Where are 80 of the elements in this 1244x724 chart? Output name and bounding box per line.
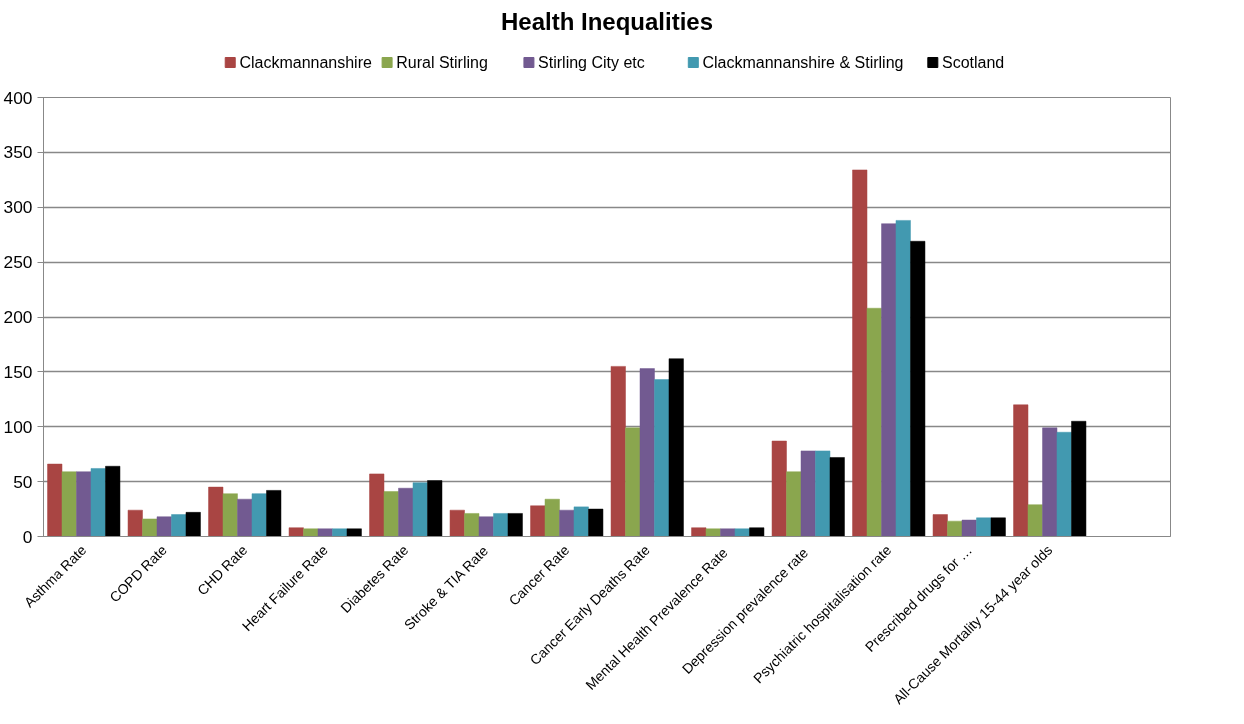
bar	[544, 498, 560, 537]
bar	[910, 241, 926, 537]
bar	[288, 527, 304, 537]
y-tick-label: 100	[3, 416, 33, 437]
y-tick-label: 250	[3, 252, 33, 273]
chart-title: Health Inequalities	[500, 7, 714, 35]
bar	[668, 358, 684, 537]
bar	[47, 463, 63, 537]
bar	[530, 505, 546, 537]
bar	[559, 509, 575, 537]
bar	[588, 508, 604, 537]
y-tick-label: 350	[3, 142, 33, 163]
legend-label: Clackmannanshire & Stirling	[702, 54, 904, 71]
bar	[127, 509, 143, 537]
legend-label: Stirling City etc	[538, 54, 645, 71]
legend-label: Rural Stirling	[396, 54, 488, 71]
y-tick-label: 150	[3, 361, 33, 382]
bar	[142, 518, 158, 537]
bar	[369, 473, 385, 537]
bar	[76, 471, 92, 537]
legend-label: Clackmannanshire	[239, 54, 373, 71]
y-tick-label: 300	[3, 197, 33, 218]
bar	[185, 512, 201, 537]
bar	[222, 493, 238, 537]
bar	[895, 220, 911, 537]
bar	[720, 528, 736, 537]
bar	[815, 450, 831, 537]
bar	[625, 427, 641, 537]
bar	[771, 440, 787, 537]
bar	[90, 468, 106, 537]
bar	[881, 223, 897, 537]
bar	[332, 528, 348, 537]
bar	[829, 457, 845, 537]
bar	[800, 450, 816, 537]
bar	[734, 528, 750, 537]
bar	[947, 520, 963, 537]
bar	[976, 517, 992, 537]
bar	[251, 493, 267, 537]
bar	[1027, 504, 1043, 537]
bar	[171, 514, 187, 537]
bar	[691, 527, 707, 537]
bar	[1056, 431, 1072, 537]
bar	[639, 368, 655, 537]
y-tick-label: 400	[3, 87, 33, 108]
y-tick-label: 50	[13, 471, 33, 492]
bar	[852, 169, 868, 537]
bar	[398, 487, 414, 537]
y-tick-label: 200	[3, 307, 33, 327]
bar	[866, 307, 882, 537]
bar	[303, 528, 319, 537]
bar	[464, 513, 480, 537]
bar	[317, 528, 333, 537]
legend-label: Scotland	[941, 54, 1005, 71]
bar	[427, 480, 443, 537]
y-tick-label: 0	[22, 526, 33, 547]
bar	[266, 490, 282, 537]
bar	[573, 506, 589, 537]
bar	[786, 471, 802, 537]
bar	[610, 366, 626, 537]
bar	[749, 527, 765, 537]
bar	[105, 466, 121, 537]
bar	[1071, 421, 1087, 537]
bar	[990, 517, 1006, 537]
bar	[478, 516, 494, 537]
bar	[507, 513, 523, 537]
bar	[961, 519, 977, 537]
bar	[705, 528, 721, 537]
bar	[156, 516, 172, 537]
bar	[346, 528, 362, 537]
bar	[654, 379, 670, 537]
bar	[208, 486, 224, 537]
bar	[493, 513, 509, 537]
bar	[61, 471, 77, 537]
bar	[1042, 427, 1058, 537]
bar	[449, 509, 465, 537]
bar	[1013, 404, 1029, 537]
bar	[932, 514, 948, 537]
bar	[412, 482, 428, 537]
bar	[237, 498, 253, 537]
bar	[383, 491, 399, 537]
